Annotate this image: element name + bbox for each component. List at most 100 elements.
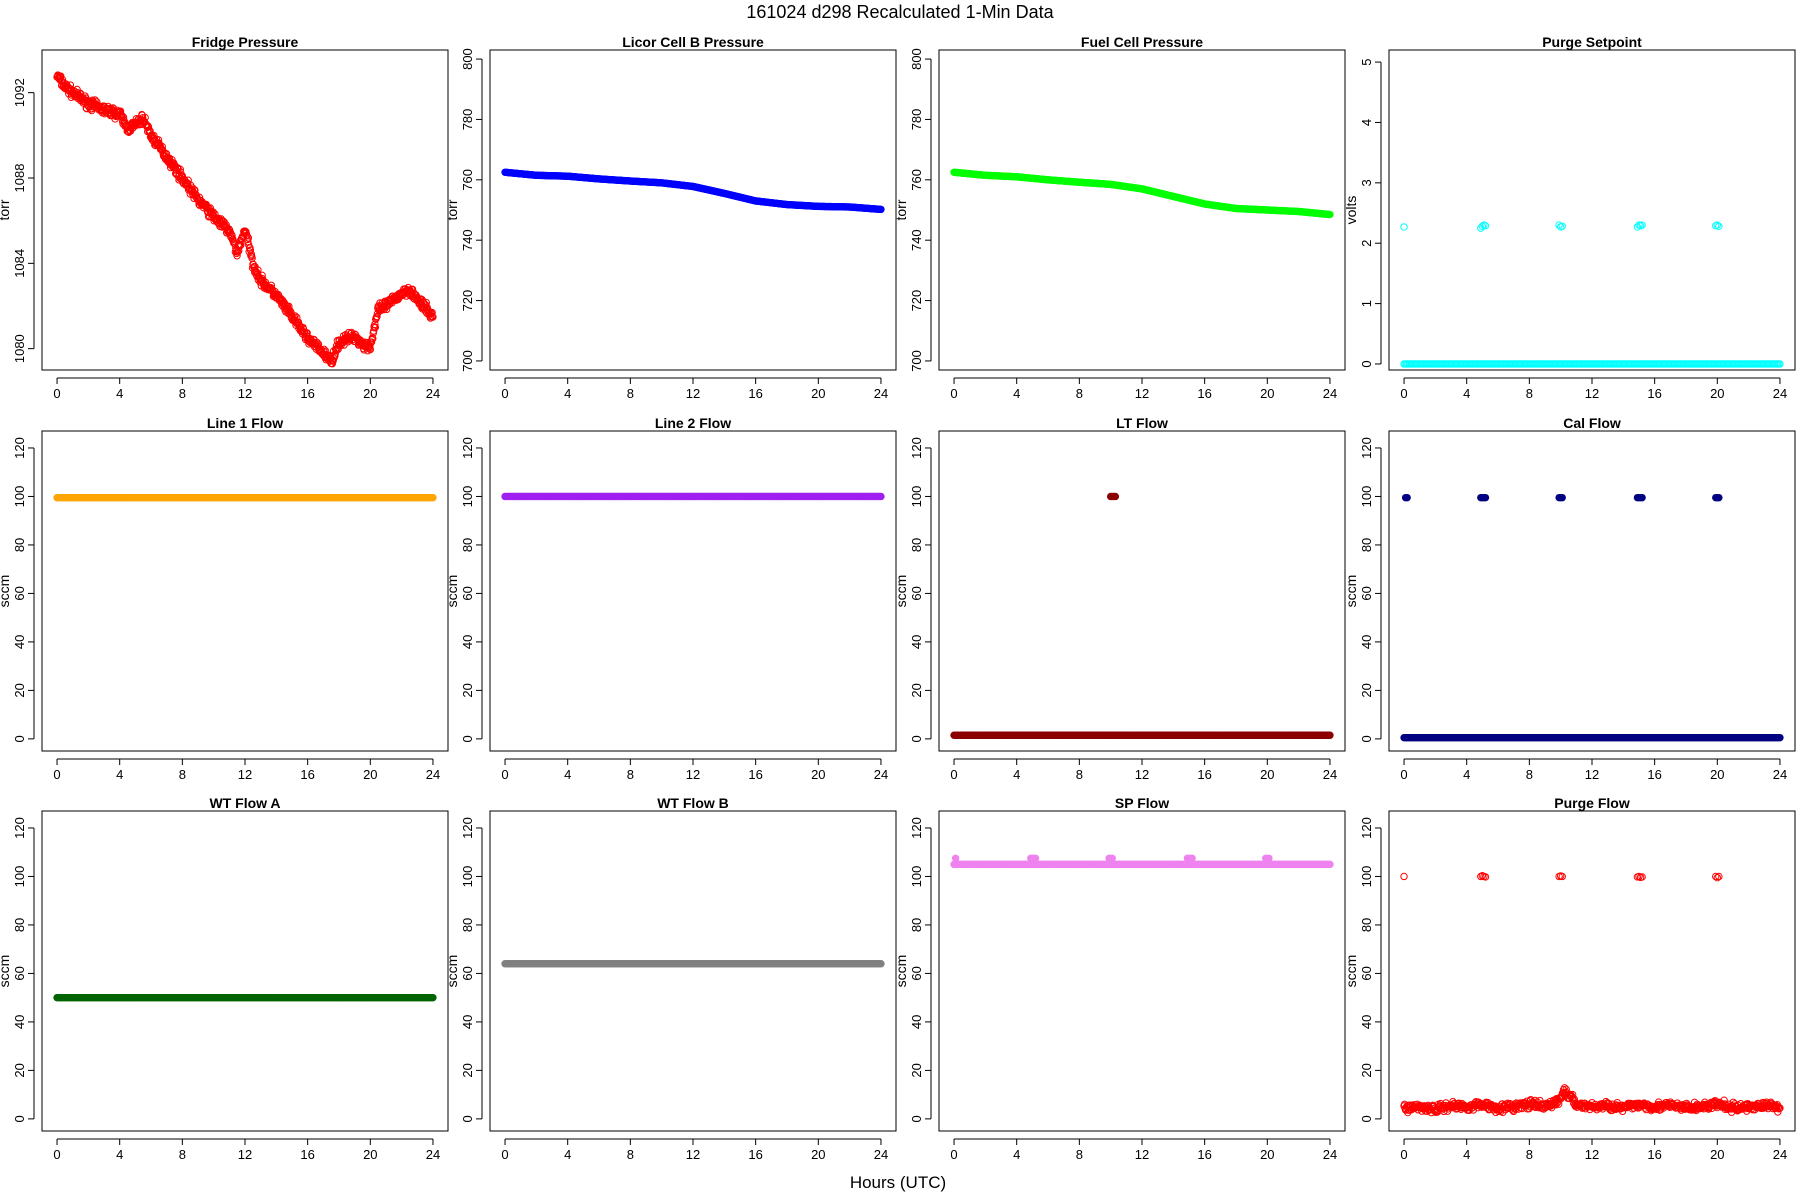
panel-purge-flow-y-tick-label: 60	[1359, 966, 1374, 980]
panel-line-1-flow-ylabel: sccm	[0, 575, 12, 608]
panel-sp-flow-frame	[938, 810, 1346, 1132]
panel-sp-flow-ylabel: sccm	[893, 955, 909, 988]
panel-wt-flow-a-y-tick-label: 20	[12, 1063, 27, 1077]
panel-fuel-cell-pressure-x-tick-label: 12	[1135, 386, 1149, 401]
panel-purge-flow-points	[1400, 872, 1784, 1117]
panel-licor-cell-b-pressure-x-tick-label: 12	[686, 386, 700, 401]
panel-line-2-flow-x-tick-label: 12	[686, 767, 700, 782]
panel-fridge-pressure-y-tick-label: 1080	[12, 334, 27, 363]
panel-cal-flow-x-tick-label: 8	[1526, 767, 1533, 782]
panel-cal-flow-title: Cal Flow	[1563, 415, 1621, 431]
panel-lt-flow-x-tick-label: 16	[1197, 767, 1211, 782]
panel-fuel-cell-pressure-x-tick-label: 8	[1076, 386, 1083, 401]
panel-wt-flow-a-points	[53, 993, 437, 1002]
panel-fridge-pressure-x-tick-label: 16	[300, 386, 314, 401]
panel-sp-flow-y-tick-label: 60	[909, 966, 924, 980]
panel-sp-flow-title: SP Flow	[1115, 795, 1169, 811]
panel-line-2-flow-x-tick-label: 8	[627, 767, 634, 782]
panel-cal-flow-x-tick-label: 16	[1647, 767, 1661, 782]
panel-sp-flow-y-tick-label: 80	[909, 918, 924, 932]
panel-fuel-cell-pressure-y-tick-label: 760	[909, 169, 924, 191]
panel-purge-flow-y-tick-label: 120	[1359, 817, 1374, 839]
panel-cal-flow-point	[1403, 493, 1411, 502]
panel-line-2-flow-y-tick-label: 0	[460, 735, 475, 742]
panel-sp-flow-points	[950, 854, 1334, 869]
panel-purge-setpoint-y-tick-label: 3	[1359, 179, 1374, 186]
panel-licor-cell-b-pressure-x-tick-label: 4	[564, 386, 571, 401]
panel-fridge-pressure-point	[158, 142, 166, 151]
panel-fridge-pressure-point	[233, 252, 241, 260]
panel-wt-flow-a-x-tick-label: 16	[300, 1147, 314, 1162]
panel-purge-flow-x-tick-label: 8	[1526, 1147, 1533, 1162]
panel-lt-flow-x-tick-label: 4	[1013, 767, 1020, 782]
panel-lt-flow-x-tick-label: 24	[1323, 767, 1337, 782]
panel-lt-flow-x-tick-label: 8	[1076, 767, 1083, 782]
panel-fridge-pressure-x-tick-label: 4	[116, 386, 123, 401]
panel-wt-flow-b-y-tick-label: 20	[460, 1063, 475, 1077]
panel-wt-flow-a-y-tick-label: 120	[12, 817, 27, 839]
panel-cal-flow-y-tick-label: 40	[1359, 635, 1374, 649]
panel-purge-setpoint-points	[1400, 221, 1784, 368]
panel-fridge-pressure-point	[429, 313, 437, 321]
panel-fridge-pressure-point	[243, 235, 252, 244]
panel-purge-setpoint-x-tick-label: 0	[1400, 386, 1407, 401]
panel-purge-flow-ylabel: sccm	[1343, 955, 1359, 988]
panel-fridge-pressure-x-tick-label: 12	[238, 386, 252, 401]
panel-licor-cell-b-pressure-point	[877, 205, 885, 214]
panel-line-1-flow-y-tick-label: 0	[12, 735, 27, 742]
panel-wt-flow-b-y-tick-label: 60	[460, 966, 475, 980]
panel-line-1-flow-x-tick-label: 16	[300, 767, 314, 782]
panel-purge-flow-title: Purge Flow	[1554, 795, 1630, 811]
panel-line-2-flow-frame	[489, 430, 897, 752]
panel-line-1-flow-y-tick-label: 120	[12, 437, 27, 459]
panel-line-1-flow-x-tick-label: 24	[426, 767, 440, 782]
panel-fuel-cell-pressure-title: Fuel Cell Pressure	[1081, 34, 1203, 50]
panel-fridge-pressure-x-tick-label: 0	[53, 386, 60, 401]
panel-sp-flow-x-axis: 0 4 8 12 16 20 24	[950, 1138, 1337, 1162]
panel-wt-flow-b-x-axis: 0 4 8 12 16 20 24	[501, 1138, 888, 1162]
panel-purge-flow-y-tick-label: 40	[1359, 1015, 1374, 1029]
panel-sp-flow-x-tick-label: 16	[1197, 1147, 1211, 1162]
panel-wt-flow-a-point	[429, 993, 437, 1002]
panel-wt-flow-b-x-tick-label: 16	[748, 1147, 762, 1162]
panel-lt-flow-y-tick-label: 100	[909, 486, 924, 508]
panel-fridge-pressure-point	[57, 72, 65, 80]
panel-wt-flow-a-y-tick-label: 0	[12, 1115, 27, 1122]
panel-purge-flow-frame	[1388, 810, 1796, 1132]
panel-fuel-cell-pressure-x-tick-label: 4	[1013, 386, 1020, 401]
panel-lt-flow-points	[950, 492, 1334, 739]
panel-purge-flow-y-tick-label: 80	[1359, 918, 1374, 932]
panel-fuel-cell-pressure-x-tick-label: 0	[950, 386, 957, 401]
panel-fridge-pressure-title: Fridge Pressure	[192, 34, 299, 50]
panel-line-2-flow-title: Line 2 Flow	[655, 415, 731, 431]
panel-cal-flow-y-tick-label: 80	[1359, 538, 1374, 552]
panel-fridge-pressure-point	[231, 248, 240, 256]
panel-cal-flow-point	[1481, 493, 1490, 502]
panel-sp-flow-point	[951, 854, 960, 862]
panel-fridge-pressure-point	[176, 165, 184, 174]
panel-fridge-pressure-point	[371, 323, 380, 332]
panel-fridge-pressure-point	[150, 131, 158, 140]
panel-line-1-flow-y-tick-label: 40	[12, 635, 27, 649]
panel-licor-cell-b-pressure-x-tick-label: 24	[874, 386, 888, 401]
panel-licor-cell-b-pressure-y-tick-label: 700	[460, 350, 475, 372]
panel-wt-flow-a-x-tick-label: 8	[179, 1147, 186, 1162]
panel-fridge-pressure-point	[291, 312, 299, 320]
panel-fuel-cell-pressure-points	[950, 168, 1334, 219]
panel-purge-flow-x-tick-label: 4	[1463, 1147, 1470, 1162]
panel-cal-flow-y-tick-label: 120	[1359, 437, 1374, 459]
panel-licor-cell-b-pressure-y-tick-label: 720	[460, 290, 475, 312]
panel-purge-setpoint-x-tick-label: 12	[1585, 386, 1599, 401]
panel-wt-flow-a-title: WT Flow A	[209, 795, 280, 811]
panel-licor-cell-b-pressure-x-tick-label: 20	[811, 386, 825, 401]
panel-fridge-pressure-point	[369, 334, 377, 343]
panel-licor-cell-b-pressure-y-tick-label: 780	[460, 109, 475, 131]
panel-line-2-flow-x-tick-label: 4	[564, 767, 571, 782]
